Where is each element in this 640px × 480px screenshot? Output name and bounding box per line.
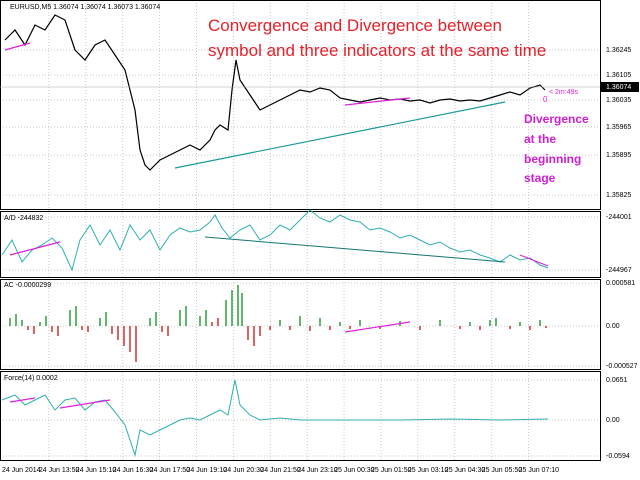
price-label: 1.36245 — [606, 47, 631, 54]
annotation: Convergence and Divergence between — [208, 16, 502, 35]
price-tag — [601, 82, 639, 92]
price-label: 1.35965 — [606, 124, 631, 131]
axis-label: 0.000581 — [606, 280, 635, 287]
time-label: 24 Jun 20:30 — [223, 467, 264, 474]
time-label: 25 Jun 00:30 — [334, 467, 375, 474]
labels: EURUSD,M5 1.36074 1.36074 1.36073 1.3607… — [2, 4, 638, 474]
time-label: 24 Jun 21:50 — [260, 467, 301, 474]
divergence-line — [4, 42, 31, 51]
ac-bars-down — [27, 318, 547, 362]
divergence-note: at the — [524, 132, 556, 146]
axis-label: -0.000527 — [606, 363, 638, 370]
panel-header: A/D -244832 — [4, 215, 43, 222]
time-label: 25 Jun 05:50 — [482, 467, 523, 474]
price-label: 1.36074 — [606, 84, 631, 91]
time-label: 24 Jun 19:10 — [187, 467, 228, 474]
timer: < 2m:49s — [549, 89, 578, 96]
timer-zero: 0 — [543, 95, 548, 104]
divergence-line — [344, 321, 411, 333]
divergence-line — [59, 399, 111, 409]
price-label: 1.36035 — [606, 97, 631, 104]
axis-label: 0.00 — [606, 417, 620, 424]
divergence-note: Divergence — [524, 112, 589, 126]
divergence-line — [9, 397, 36, 403]
trend-line — [204, 236, 506, 263]
time-label: 24 Jun 2014 — [2, 467, 41, 474]
force-line — [1, 379, 549, 457]
time-label: 24 Jun 15:10 — [76, 467, 117, 474]
time-label: 24 Jun 13:50 — [39, 467, 80, 474]
annotation: symbol and three indicators at the same … — [208, 41, 546, 60]
time-label: 25 Jun 07:10 — [519, 467, 560, 474]
price-line — [4, 14, 546, 171]
axis-label: -244967 — [606, 267, 632, 274]
time-label: 25 Jun 03:10 — [408, 467, 449, 474]
divergence-line — [344, 97, 411, 106]
axis-label: 0.0651 — [606, 377, 628, 384]
panel-frames — [0, 0, 601, 461]
trend-line — [174, 101, 506, 169]
ad-line — [1, 209, 549, 272]
time-label: 24 Jun 17:50 — [150, 467, 191, 474]
time-label: 24 Jun 16:30 — [113, 467, 154, 474]
divergence-note: beginning — [524, 152, 581, 166]
axis-label: -0.0594 — [606, 453, 630, 460]
axis-label: 0.00 — [606, 323, 620, 330]
price-label: 1.35895 — [606, 152, 631, 159]
axis-label: -244001 — [606, 214, 632, 221]
price-label: 1.35825 — [606, 192, 631, 199]
time-label: 25 Jun 04:30 — [445, 467, 486, 474]
symbol-header: EURUSD,M5 1.36074 1.36074 1.36073 1.3607… — [10, 4, 160, 11]
divergence-line — [519, 254, 549, 267]
panel-header: AC -0.0000299 — [4, 282, 51, 289]
time-label: 25 Jun 01:50 — [371, 467, 412, 474]
divergence-note: stage — [524, 171, 556, 185]
price-label: 1.36105 — [606, 72, 631, 79]
divergence-line — [9, 241, 61, 256]
panel-header: Force(14) 0.0002 — [4, 375, 58, 382]
time-label: 24 Jun 23:10 — [297, 467, 338, 474]
